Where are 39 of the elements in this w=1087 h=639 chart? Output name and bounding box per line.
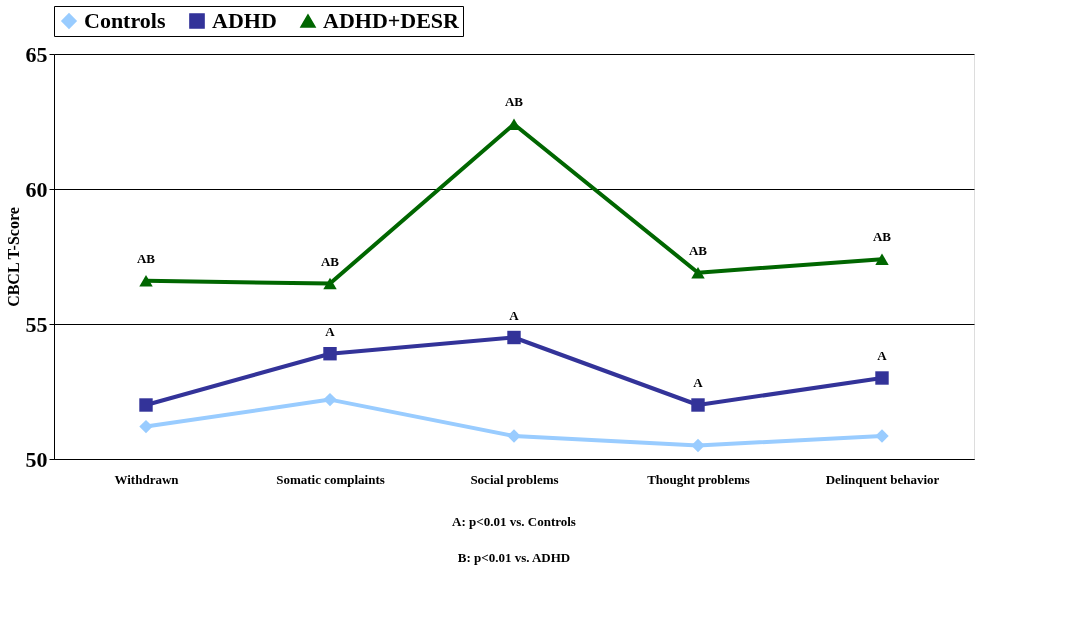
point: [507, 429, 521, 443]
point: [875, 253, 889, 266]
point: [691, 398, 705, 412]
annotation: AB: [872, 229, 892, 245]
y-tick-label: 55: [25, 311, 48, 337]
legend-label: ADHD+DESR: [323, 8, 461, 33]
y-tick-label: 60: [25, 176, 48, 202]
point: [691, 438, 705, 453]
annotation: A: [325, 323, 336, 339]
point: [875, 371, 889, 385]
annotation: AB: [320, 253, 340, 269]
point: [875, 429, 889, 443]
x-tick-label: Thought problems: [647, 471, 750, 487]
point: [323, 346, 337, 361]
x-tick-label: Withdrawn: [114, 471, 180, 487]
x-tick-label: Somatic complaints: [276, 471, 385, 487]
point: [139, 274, 153, 287]
legend-label: Controls: [84, 8, 166, 33]
text: B: p<0.01 vs. ADHD: [457, 550, 571, 565]
annotation: A: [693, 375, 704, 390]
point: [139, 419, 153, 434]
text: A: p<0.01 vs. Controls: [452, 514, 576, 529]
x-tick-label: Delinquent behavior: [825, 471, 940, 487]
point: [323, 277, 337, 290]
y-tick-label: 65: [25, 41, 48, 67]
annotation: AB: [136, 250, 156, 266]
annotation: AB: [688, 242, 708, 258]
legend-label: ADHD: [212, 8, 277, 33]
annotation: AB: [504, 94, 524, 110]
point: [507, 118, 521, 131]
y-tick-label: 50: [25, 446, 48, 472]
point: [323, 392, 337, 407]
annotation: A: [509, 307, 520, 323]
annotation: A: [877, 348, 888, 363]
point: [691, 266, 705, 279]
point: [507, 330, 521, 345]
y-axis-title: CBCL T-Score: [4, 207, 22, 307]
point: [139, 398, 153, 412]
x-tick-label: Social problems: [470, 471, 559, 487]
